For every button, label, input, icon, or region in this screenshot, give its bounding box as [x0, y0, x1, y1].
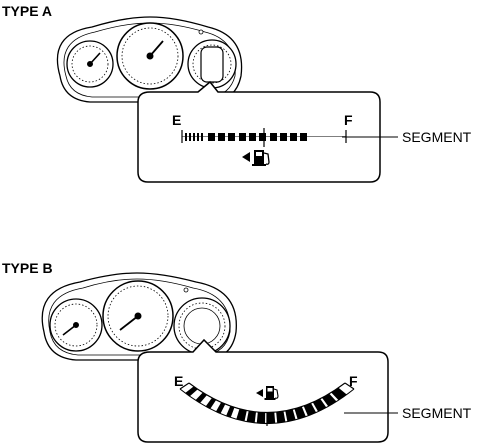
type-a-fuel-pump-icon — [252, 150, 270, 166]
type-b-speedometer-needle — [119, 315, 139, 331]
type-a-title: TYPE A — [2, 3, 52, 19]
type-b-instrument-cluster — [41, 272, 237, 361]
type-b-segment-10 — [276, 411, 286, 423]
type-b-segment-9 — [267, 412, 276, 424]
type-a-segment-1 — [185, 133, 187, 141]
type-b-segment-11 — [285, 409, 296, 422]
type-a-segment-9 — [239, 133, 246, 141]
type-b-segment-12 — [294, 406, 306, 420]
type-b-fuel-pump-icon — [264, 386, 279, 400]
type-a-empty-label: E — [172, 112, 181, 128]
type-b-panel: TYPE B E F — [2, 260, 472, 443]
type-a-callout-box — [137, 80, 381, 183]
type-b-segment-8 — [256, 412, 266, 424]
type-a-segment-5 — [201, 133, 203, 141]
type-b-segments — [185, 386, 347, 424]
type-b-segment-16 — [331, 387, 347, 401]
type-a-panel: TYPE A E F — [2, 3, 472, 183]
type-b-fuel-door-arrow-icon — [256, 389, 263, 397]
type-a-segments — [185, 133, 307, 141]
type-b-segment-15 — [322, 393, 337, 407]
type-b-segment-1 — [185, 386, 198, 397]
type-b-segment-13 — [303, 403, 317, 416]
type-b-segment-14 — [312, 398, 327, 412]
type-a-segment-label: SEGMENT — [402, 129, 472, 145]
type-b-segment-6 — [236, 408, 247, 422]
type-a-info-display — [200, 46, 224, 83]
type-a-segment-4 — [197, 133, 199, 141]
type-a-segment-13 — [280, 133, 287, 141]
type-a-segment-10 — [249, 133, 256, 141]
type-b-empty-label: E — [174, 373, 183, 389]
type-a-segment-15 — [300, 133, 307, 141]
type-b-segment-2 — [195, 392, 207, 404]
type-b-full-label: F — [349, 373, 358, 389]
type-a-full-label: F — [344, 112, 353, 128]
type-b-segment-label: SEGMENT — [402, 405, 472, 421]
type-b-segment-4 — [215, 402, 226, 414]
type-b-segment-5 — [226, 406, 235, 418]
type-a-fuel-door-arrow-icon — [242, 152, 250, 162]
type-a-segment-8 — [228, 133, 235, 141]
type-b-title: TYPE B — [2, 260, 53, 276]
type-b-segment-3 — [205, 397, 217, 409]
type-a-segment-3 — [193, 133, 195, 141]
type-b-segment-7 — [246, 410, 256, 423]
type-a-segment-12 — [270, 133, 277, 141]
type-a-segment-11 — [259, 133, 266, 141]
type-a-segment-14 — [290, 133, 297, 141]
type-a-segment-2 — [189, 133, 191, 141]
type-a-segment-7 — [218, 133, 225, 141]
type-a-segment-6 — [208, 133, 215, 141]
